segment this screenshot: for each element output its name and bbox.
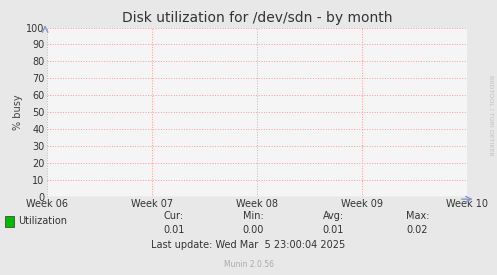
Text: Last update: Wed Mar  5 23:00:04 2025: Last update: Wed Mar 5 23:00:04 2025 [152, 240, 345, 250]
Text: Cur:: Cur: [164, 211, 184, 221]
Text: 0.01: 0.01 [322, 225, 344, 235]
Text: Max:: Max: [406, 211, 429, 221]
Text: Utilization: Utilization [18, 216, 67, 226]
Title: Disk utilization for /dev/sdn - by month: Disk utilization for /dev/sdn - by month [122, 11, 393, 25]
Text: 0.00: 0.00 [243, 225, 264, 235]
Text: Min:: Min: [243, 211, 264, 221]
Text: Munin 2.0.56: Munin 2.0.56 [224, 260, 273, 269]
Y-axis label: % busy: % busy [13, 94, 23, 130]
Text: 0.02: 0.02 [407, 225, 428, 235]
Text: RRDTOOL / TOBI OETIKER: RRDTOOL / TOBI OETIKER [488, 75, 493, 156]
Text: 0.01: 0.01 [163, 225, 185, 235]
Text: Avg:: Avg: [323, 211, 343, 221]
